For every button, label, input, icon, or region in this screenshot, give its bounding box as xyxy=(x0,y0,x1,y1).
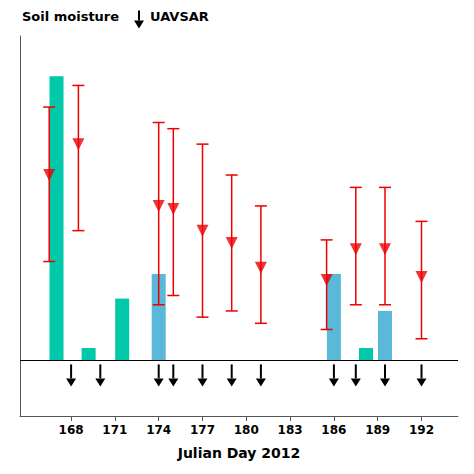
svg-text:192: 192 xyxy=(409,423,434,437)
svg-text:186: 186 xyxy=(321,423,346,437)
svg-text:180: 180 xyxy=(234,423,259,437)
svg-text:189: 189 xyxy=(365,423,390,437)
svg-text:UAVSAR: UAVSAR xyxy=(150,9,209,24)
svg-text:177: 177 xyxy=(190,423,215,437)
svg-text:174: 174 xyxy=(146,423,171,437)
svg-text:171: 171 xyxy=(102,423,127,437)
svg-text:183: 183 xyxy=(278,423,303,437)
svg-text:Soil moisture: Soil moisture xyxy=(22,9,119,24)
svg-text:Julian Day 2012: Julian Day 2012 xyxy=(177,445,301,461)
svg-text:168: 168 xyxy=(59,423,84,437)
